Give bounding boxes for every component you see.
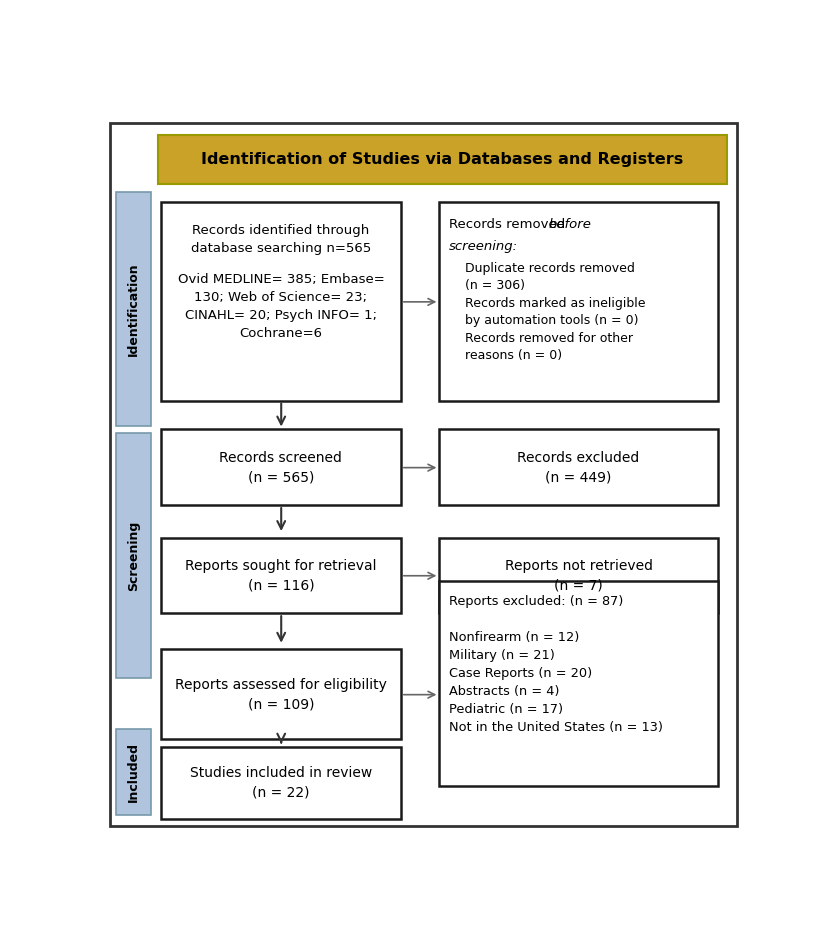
Text: Records removed: Records removed <box>449 218 569 231</box>
Text: Records identified through
database searching n=565: Records identified through database sear… <box>191 224 371 255</box>
Text: Reports assessed for eligibility
(n = 109): Reports assessed for eligibility (n = 10… <box>175 678 387 711</box>
FancyBboxPatch shape <box>110 124 737 826</box>
Text: Reports excluded: (n = 87)

Nonfirearm (n = 12)
Military (n = 21)
Case Reports (: Reports excluded: (n = 87) Nonfirearm (n… <box>449 595 663 734</box>
FancyBboxPatch shape <box>116 433 151 678</box>
FancyBboxPatch shape <box>161 747 401 819</box>
Text: Ovid MEDLINE= 385; Embase=
130; Web of Science= 23;
CINAHL= 20; Psych INFO= 1;
C: Ovid MEDLINE= 385; Embase= 130; Web of S… <box>178 273 384 340</box>
FancyBboxPatch shape <box>439 580 718 786</box>
Text: Screening: Screening <box>127 520 140 591</box>
FancyBboxPatch shape <box>439 537 718 613</box>
FancyBboxPatch shape <box>161 202 401 401</box>
Text: Identification of Studies via Databases and Registers: Identification of Studies via Databases … <box>202 153 684 168</box>
Text: Identification: Identification <box>127 262 140 356</box>
FancyBboxPatch shape <box>161 650 401 739</box>
Text: Duplicate records removed
    (n = 306)
    Records marked as ineligible
    by : Duplicate records removed (n = 306) Reco… <box>449 261 645 362</box>
FancyBboxPatch shape <box>158 136 728 184</box>
Text: Studies included in review
(n = 22): Studies included in review (n = 22) <box>190 766 372 799</box>
Text: screening:: screening: <box>449 240 518 253</box>
FancyBboxPatch shape <box>116 728 151 815</box>
Text: Records excluded
(n = 449): Records excluded (n = 449) <box>517 450 639 484</box>
FancyBboxPatch shape <box>161 430 401 505</box>
FancyBboxPatch shape <box>439 430 718 505</box>
Text: Included: Included <box>127 741 140 802</box>
Text: Records screened
(n = 565): Records screened (n = 565) <box>220 450 342 484</box>
FancyBboxPatch shape <box>439 202 718 401</box>
FancyBboxPatch shape <box>116 192 151 426</box>
FancyBboxPatch shape <box>161 537 401 613</box>
Text: before: before <box>548 218 591 231</box>
Text: Reports sought for retrieval
(n = 116): Reports sought for retrieval (n = 116) <box>185 559 377 592</box>
Text: Reports not retrieved
(n = 7): Reports not retrieved (n = 7) <box>505 559 653 592</box>
